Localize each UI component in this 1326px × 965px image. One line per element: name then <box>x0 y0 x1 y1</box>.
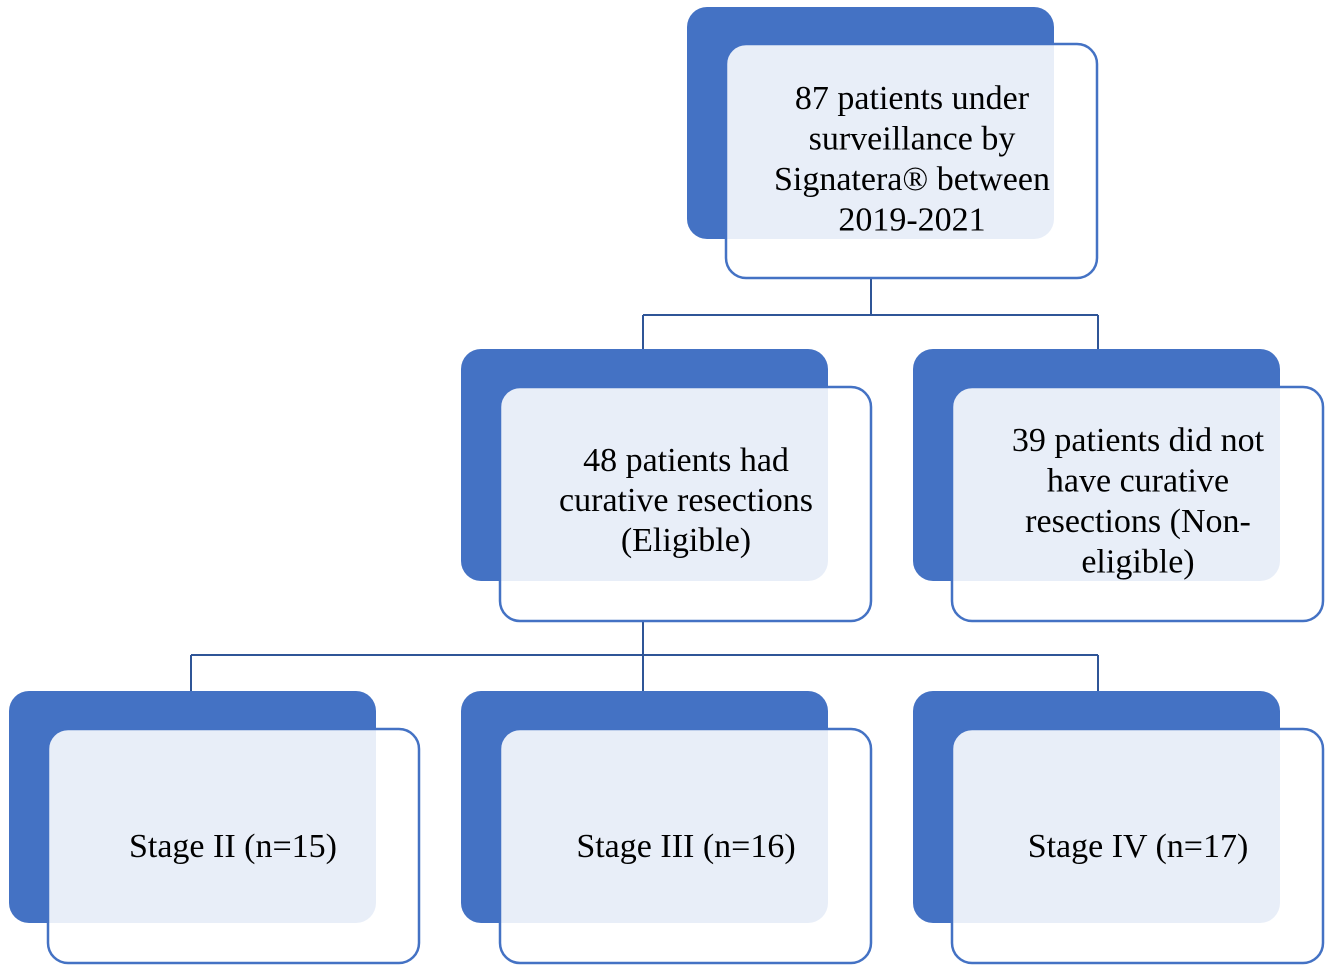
connector <box>190 621 1099 729</box>
node-label: 39 patients did not <box>1012 422 1265 459</box>
node-box <box>498 385 873 623</box>
node-label: Signatera® between <box>774 161 1050 198</box>
node-label: have curative <box>1047 462 1229 499</box>
node-label: Stage III (n=16) <box>576 828 795 865</box>
node-label: resections (Non- <box>1025 503 1251 540</box>
node-label: (Eligible) <box>621 522 751 559</box>
node-label: Stage II (n=15) <box>129 828 337 865</box>
node-label: surveillance by <box>809 120 1016 157</box>
node-box <box>950 727 1325 965</box>
node-label: curative resections <box>559 482 813 519</box>
node-box <box>724 42 1099 280</box>
node-label: 2019-2021 <box>838 201 985 238</box>
connector <box>642 278 1099 387</box>
node-box <box>46 727 421 965</box>
node-box <box>498 727 873 965</box>
node-box <box>950 385 1325 623</box>
node-label: eligible) <box>1081 543 1194 580</box>
node-label: 48 patients had <box>583 442 789 479</box>
node-label: 87 patients under <box>795 80 1030 117</box>
node-label: Stage IV (n=17) <box>1028 828 1249 865</box>
